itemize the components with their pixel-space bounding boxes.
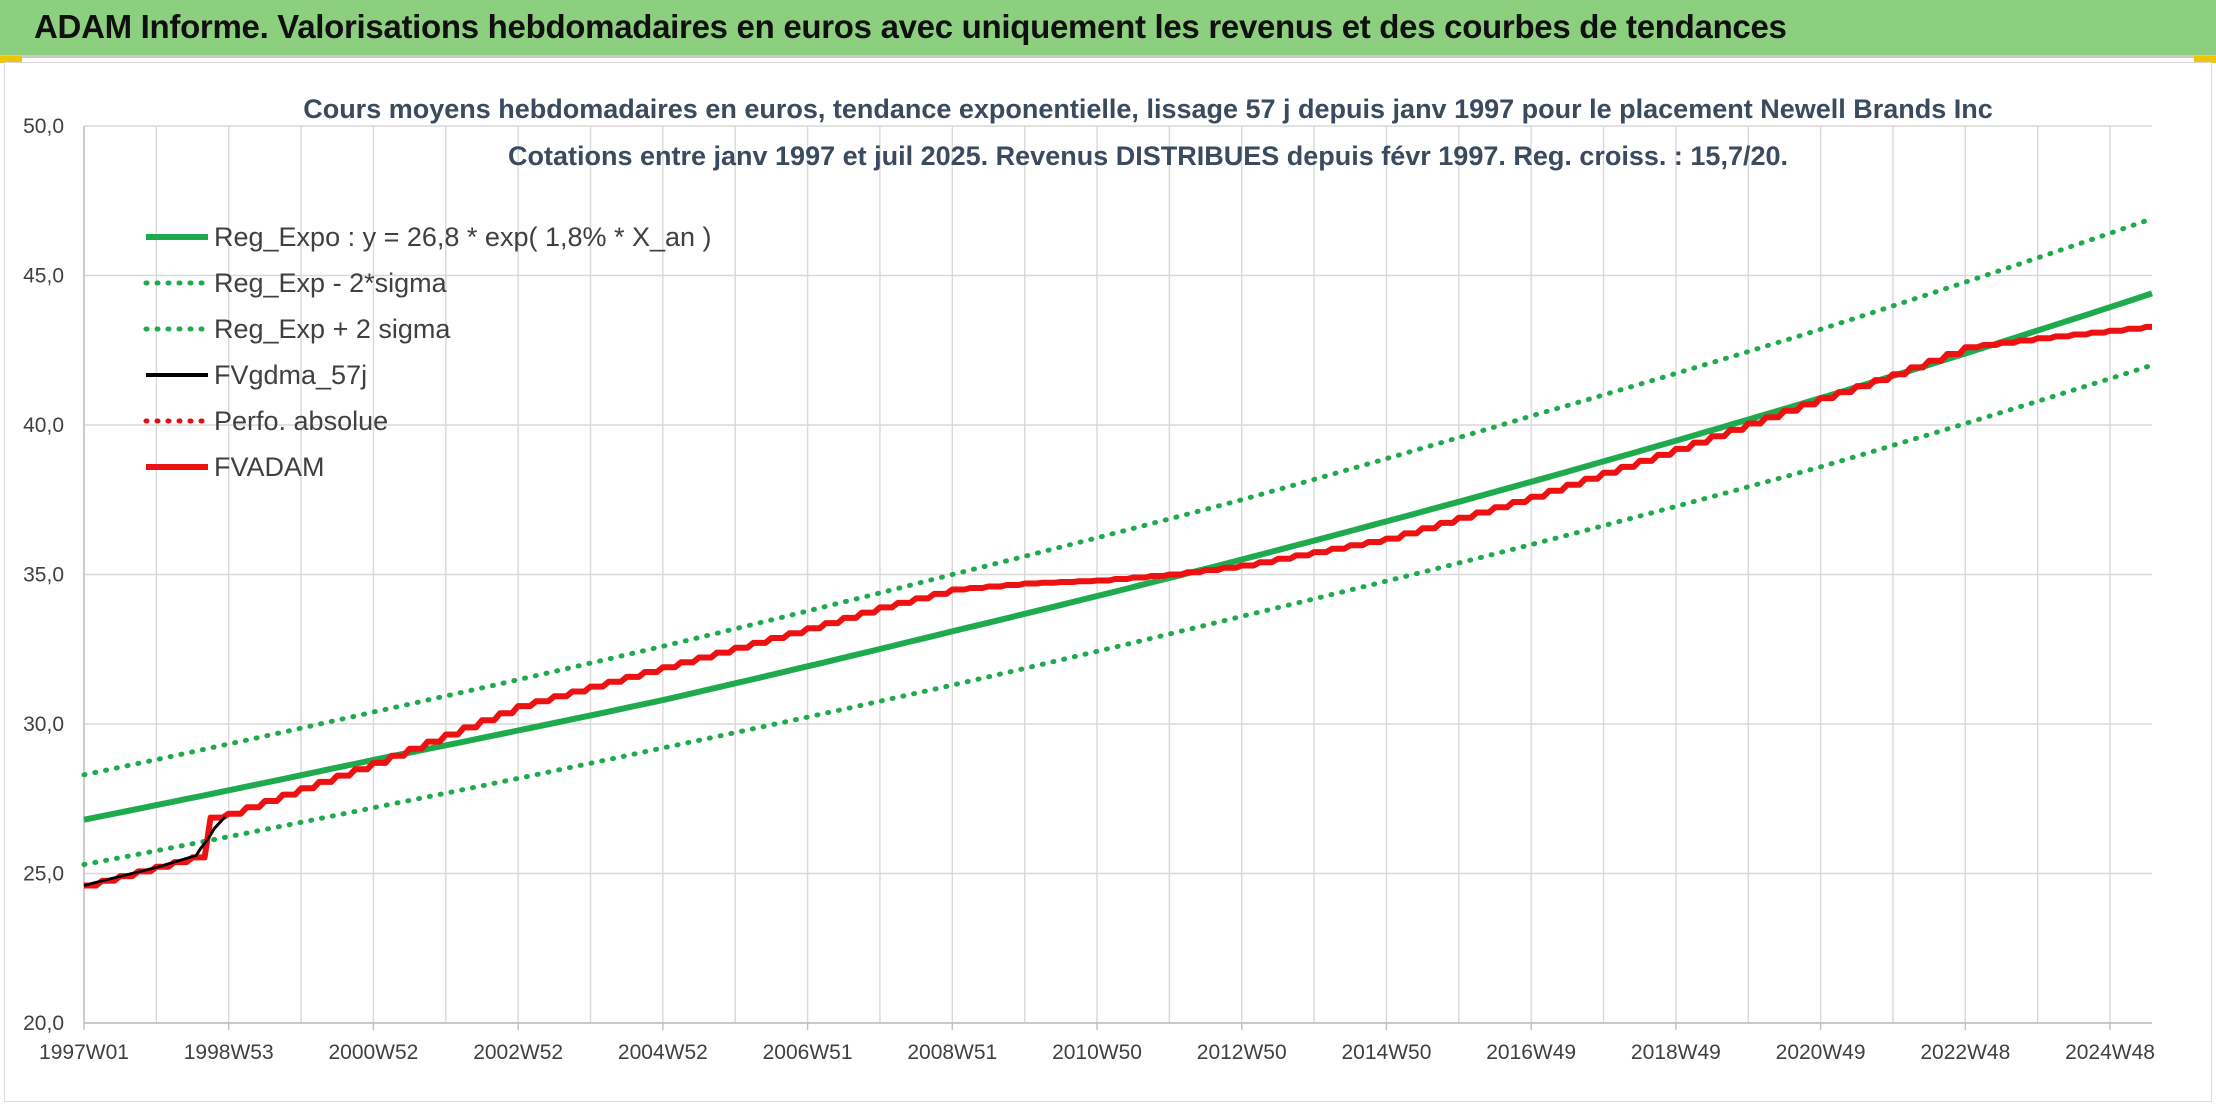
x-tick-label: 2006W51 <box>763 1041 853 1064</box>
x-tick-label: 2014W50 <box>1341 1041 1431 1064</box>
y-tick-label: 40,0 <box>23 414 64 437</box>
legend-label: Reg_Exp - 2*sigma <box>214 268 448 298</box>
legend-label: FVgdma_57j <box>214 360 367 390</box>
y-tick-label: 20,0 <box>23 1012 64 1035</box>
legend-label: Perfo. absolue <box>214 406 388 436</box>
x-tick-label: 2012W50 <box>1197 1041 1287 1064</box>
fvadam-line <box>84 323 2152 889</box>
grid <box>84 125 2152 1024</box>
x-tick-label: 2002W52 <box>473 1041 563 1064</box>
y-tick-label: 25,0 <box>23 863 64 886</box>
chart-frame <box>4 62 2212 1102</box>
x-tick-label: 2004W52 <box>618 1041 708 1064</box>
x-tick-label: 2016W49 <box>1486 1041 1576 1064</box>
x-tick-label: 2018W49 <box>1631 1041 1721 1064</box>
x-tick-label: 2022W48 <box>1920 1041 2010 1064</box>
x-tick-label: 2020W49 <box>1776 1041 1866 1064</box>
report-banner: ADAM Informe. Valorisations hebdomadaire… <box>0 0 2216 58</box>
legend-label: Reg_Expo : y = 26,8 * exp( 1,8% * X_an ) <box>214 222 712 252</box>
y-tick-label: 45,0 <box>23 265 64 288</box>
chart-title: Cours moyens hebdomadaires en euros, ten… <box>303 94 1993 124</box>
legend: Reg_Expo : y = 26,8 * exp( 1,8% * X_an )… <box>143 222 712 482</box>
corner-marker-left <box>0 56 22 63</box>
fvgdma-line-top <box>83 815 227 887</box>
report-title: ADAM Informe. Valorisations hebdomadaire… <box>34 8 1787 45</box>
x-tick-label: 2010W50 <box>1052 1041 1142 1064</box>
x-tick-labels: 1997W01 1998W53 2000W52 2002W52 2004W52 2006W… <box>39 1041 2155 1064</box>
legend-label: Reg_Exp + 2 sigma <box>214 314 451 344</box>
x-tick-label: 1997W01 <box>39 1041 129 1064</box>
lower-band-line <box>81 362 2155 867</box>
y-tick-labels: 20,0 25,0 30,0 35,0 40,0 45,0 50,0 <box>23 115 64 1035</box>
y-tick-label: 50,0 <box>23 115 64 138</box>
trend-line <box>83 290 2153 823</box>
corner-marker-right <box>2194 56 2216 63</box>
y-tick-label: 30,0 <box>23 713 64 736</box>
y-tick-label: 35,0 <box>23 564 64 587</box>
series-layer <box>81 216 2155 889</box>
x-tick-label: 2008W51 <box>907 1041 997 1064</box>
x-tick-label: 2024W48 <box>2065 1041 2155 1064</box>
x-tick-label: 2000W52 <box>328 1041 418 1064</box>
chart-subtitle: Cotations entre janv 1997 et juil 2025. … <box>508 141 1788 171</box>
x-tick-label: 1998W53 <box>184 1041 274 1064</box>
axes <box>83 126 2152 1030</box>
legend-label: FVADAM <box>214 452 325 482</box>
upper-band-line <box>81 216 2155 778</box>
